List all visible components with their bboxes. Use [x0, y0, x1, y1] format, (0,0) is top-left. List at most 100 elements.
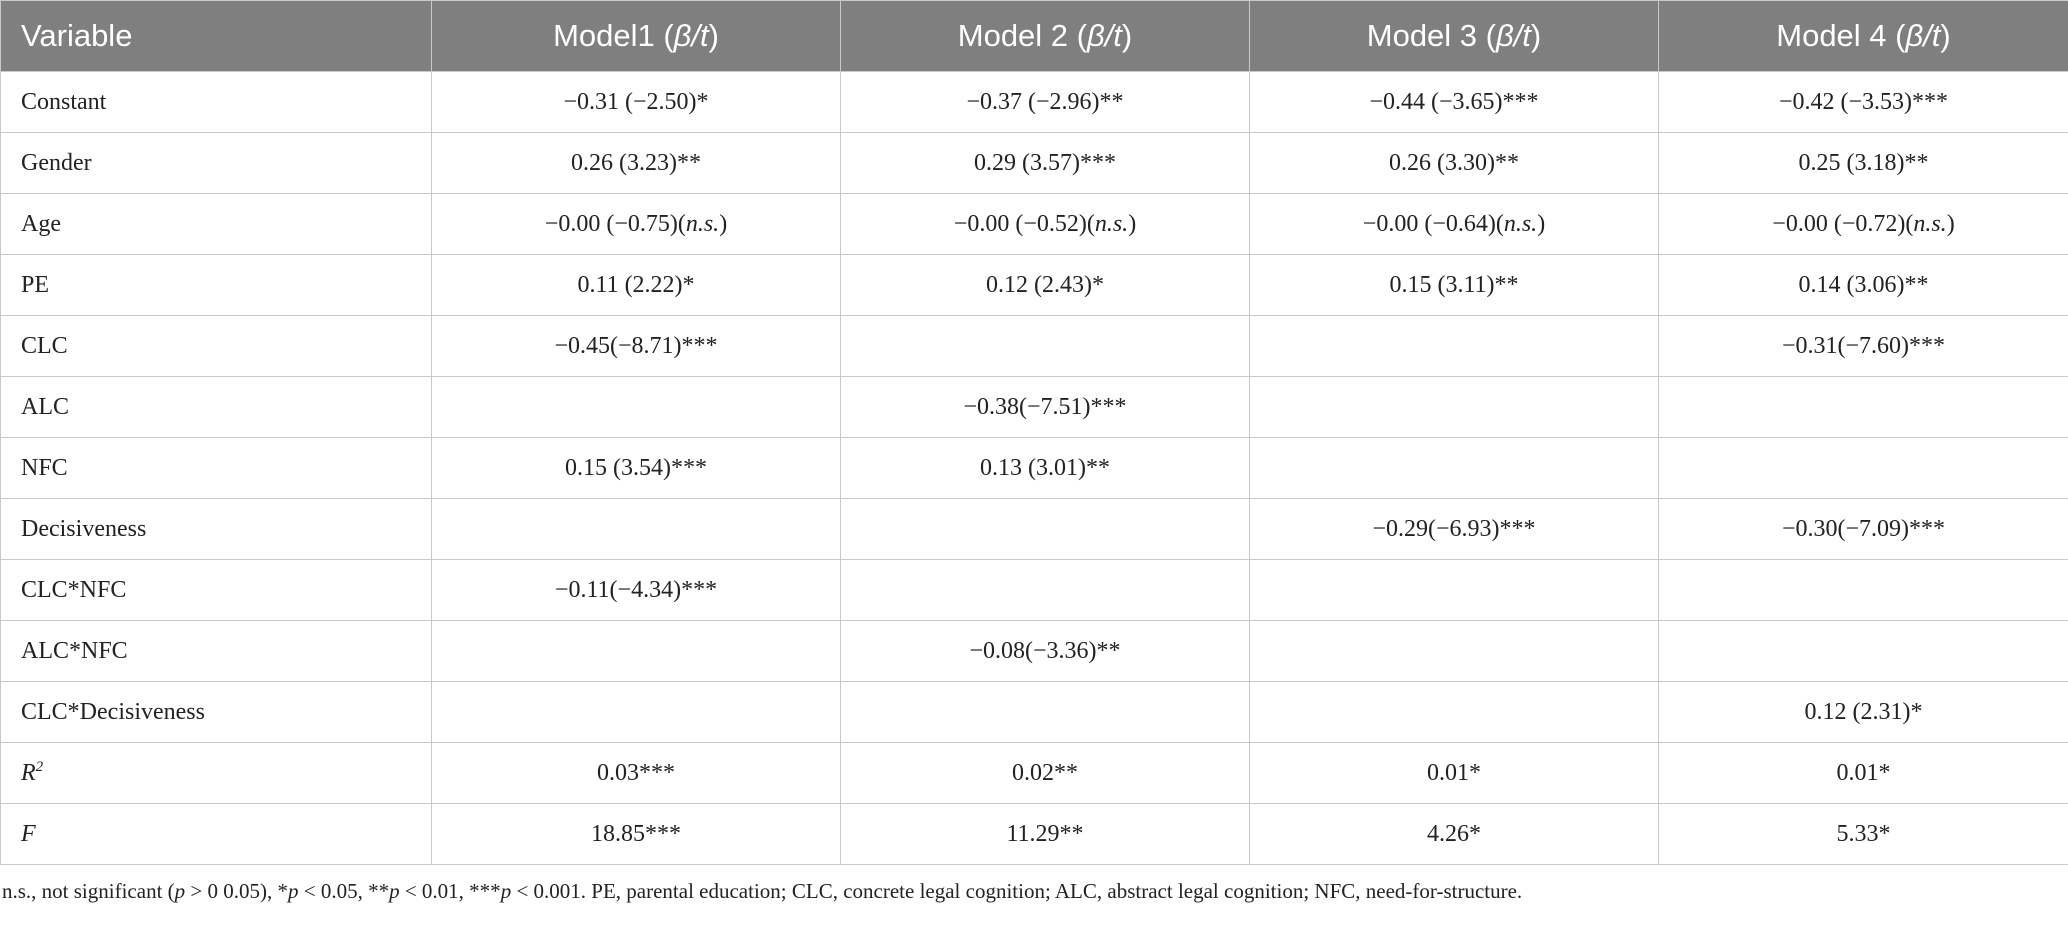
table-row: Constant −0.31 (−2.50)* −0.37 (−2.96)** −0.…: [0, 71, 2068, 133]
text-run: −0.00 (−0.64)(: [1362, 210, 1504, 237]
table-row: CLC*Decisiveness 0.12 (2.31)*: [0, 681, 2068, 743]
cell: 0.13 (3.01)**: [840, 437, 1250, 499]
cell: 4.26*: [1249, 803, 1659, 865]
text-run: β/t: [1086, 18, 1122, 53]
table-row: Decisiveness −0.29(−6.93)*** −0.30(−7.09)*…: [0, 498, 2068, 560]
text-run: F: [21, 820, 36, 847]
cell: [1249, 315, 1659, 377]
row-label: CLC*Decisiveness: [0, 681, 432, 743]
table-row: ALC*NFC −0.08(−3.36)**: [0, 620, 2068, 682]
text-run: β/t: [1905, 18, 1941, 53]
text-run: n.s.: [1094, 210, 1129, 237]
text-run: Model 2 (: [957, 18, 1087, 53]
text-run: p: [389, 879, 400, 903]
row-label: Gender: [0, 132, 432, 194]
row-label: PE: [0, 254, 432, 316]
text-run: ): [708, 18, 719, 53]
text-run: β/t: [1495, 18, 1531, 53]
cell: [431, 620, 841, 682]
header-row: Variable Model1 (β/t) Model 2 (β/t) Model 3…: [0, 0, 2068, 72]
cell: 0.29 (3.57)***: [840, 132, 1250, 194]
cell: −0.00 (−0.75)(n.s.): [431, 193, 841, 255]
table-row: CLC*NFC −0.11(−4.34)***: [0, 559, 2068, 621]
column-header: Model 2 (β/t): [840, 0, 1250, 72]
cell: −0.00 (−0.64)(n.s.): [1249, 193, 1659, 255]
text-run: −0.00 (−0.75)(: [544, 210, 686, 237]
cell: −0.45(−8.71)***: [431, 315, 841, 377]
table-row: CLC −0.45(−8.71)*** −0.31(−7.60)***: [0, 315, 2068, 377]
table-row: ALC −0.38(−7.51)***: [0, 376, 2068, 438]
cell: −0.30(−7.09)***: [1658, 498, 2068, 560]
column-header: Model1 (β/t): [431, 0, 841, 72]
text-run: < 0.001. PE, parental education; CLC, co…: [511, 879, 1523, 903]
cell: [840, 681, 1250, 743]
cell: 0.15 (3.54)***: [431, 437, 841, 499]
text-run: 2: [35, 759, 44, 775]
cell: 0.15 (3.11)**: [1249, 254, 1659, 316]
row-label: Age: [0, 193, 432, 255]
footnote: n.s., not significant (p > 0 0.05), *p <…: [0, 865, 2068, 904]
cell: [840, 498, 1250, 560]
cell: [840, 559, 1250, 621]
cell: −0.00 (−0.72)(n.s.): [1658, 193, 2068, 255]
cell: −0.31(−7.60)***: [1658, 315, 2068, 377]
cell: 0.11 (2.22)*: [431, 254, 841, 316]
text-run: ): [719, 210, 728, 237]
cell: −0.37 (−2.96)**: [840, 71, 1250, 133]
cell: 0.02**: [840, 742, 1250, 804]
cell: −0.38(−7.51)***: [840, 376, 1250, 438]
text-run: < 0.01, ***: [399, 879, 501, 903]
cell: [1658, 376, 2068, 438]
cell: [431, 376, 841, 438]
row-label: Constant: [0, 71, 432, 133]
text-run: −0.00 (−0.72)(: [1772, 210, 1914, 237]
text-run: Model 3 (: [1366, 18, 1496, 53]
cell: 0.26 (3.30)**: [1249, 132, 1659, 194]
cell: 5.33*: [1658, 803, 2068, 865]
cell: −0.00 (−0.52)(n.s.): [840, 193, 1250, 255]
cell: −0.44 (−3.65)***: [1249, 71, 1659, 133]
text-run: ): [1530, 18, 1542, 53]
cell: −0.11(−4.34)***: [431, 559, 841, 621]
table-header: Variable Model1 (β/t) Model 2 (β/t) Model 3…: [0, 0, 2068, 72]
column-header: Model 4 (β/t): [1658, 0, 2068, 72]
cell: 11.29**: [840, 803, 1250, 865]
cell: [1249, 376, 1659, 438]
text-run: ): [1121, 18, 1133, 53]
text-run: n.s.: [1503, 210, 1538, 237]
text-run: n.s.: [1913, 210, 1947, 237]
column-header: Model 3 (β/t): [1249, 0, 1659, 72]
cell: [431, 681, 841, 743]
table-row: F 18.85*** 11.29** 4.26* 5.33*: [0, 803, 2068, 865]
cell: 0.01*: [1658, 742, 2068, 804]
cell: [1249, 437, 1659, 499]
text-run: Model1 (: [553, 18, 674, 53]
cell: 0.03***: [431, 742, 841, 804]
cell: [1658, 620, 2068, 682]
cell: [431, 498, 841, 560]
text-run: n.s.: [685, 210, 720, 237]
cell: −0.42 (−3.53)***: [1658, 71, 2068, 133]
cell: [840, 315, 1250, 377]
text-run: ): [1946, 210, 1955, 237]
row-label: F: [0, 803, 432, 865]
cell: 0.14 (3.06)**: [1658, 254, 2068, 316]
cell: [1249, 559, 1659, 621]
cell: −0.08(−3.36)**: [840, 620, 1250, 682]
table-body: Constant −0.31 (−2.50)* −0.37 (−2.96)** −0.…: [0, 71, 2068, 865]
column-header: Variable: [0, 0, 432, 72]
text-run: ): [1940, 18, 1951, 53]
text-run: R: [21, 760, 36, 786]
row-label: NFC: [0, 437, 432, 499]
text-run: p: [288, 879, 299, 903]
text-run: < 0.05, **: [298, 879, 390, 903]
cell: 0.12 (2.43)*: [840, 254, 1250, 316]
text-run: p: [500, 879, 512, 903]
cell: 18.85***: [431, 803, 841, 865]
row-label: ALC*NFC: [0, 620, 432, 682]
cell: [1249, 620, 1659, 682]
table-row: R2 0.03*** 0.02** 0.01* 0.01*: [0, 742, 2068, 804]
table-row: Age −0.00 (−0.75)(n.s.) −0.00 (−0.52)(n.s.…: [0, 193, 2068, 255]
cell: [1249, 681, 1659, 743]
